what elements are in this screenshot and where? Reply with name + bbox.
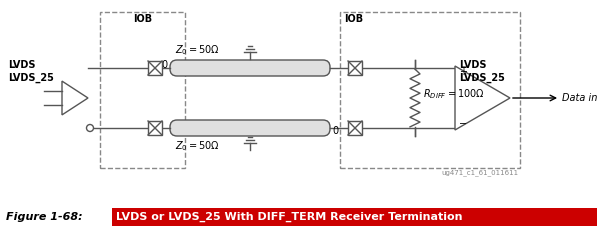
- Text: +: +: [459, 67, 467, 77]
- Text: LVDS
LVDS_25: LVDS LVDS_25: [459, 60, 505, 83]
- FancyBboxPatch shape: [170, 120, 330, 136]
- Text: LVDS or LVDS_25 With DIFF_TERM Receiver Termination: LVDS or LVDS_25 With DIFF_TERM Receiver …: [116, 212, 463, 222]
- Bar: [340, 12, 520, 168]
- Text: $Z_0 = 50\Omega$: $Z_0 = 50\Omega$: [175, 43, 220, 57]
- Text: IOB: IOB: [133, 14, 152, 24]
- Polygon shape: [62, 81, 88, 115]
- Text: IOB: IOB: [344, 14, 363, 24]
- Text: Figure 1-68:: Figure 1-68:: [6, 212, 83, 222]
- Bar: [112, 208, 597, 226]
- Polygon shape: [455, 66, 510, 130]
- Text: −: −: [459, 119, 467, 129]
- Bar: [348, 121, 362, 135]
- Text: ug471_c1_61_011611: ug471_c1_61_011611: [441, 169, 518, 176]
- FancyBboxPatch shape: [170, 60, 330, 76]
- Text: 0: 0: [161, 60, 167, 70]
- Bar: [348, 61, 362, 75]
- Bar: [148, 121, 162, 135]
- Text: Data in: Data in: [562, 93, 598, 103]
- Bar: [148, 61, 162, 75]
- Text: 0: 0: [332, 126, 338, 136]
- Circle shape: [86, 124, 94, 132]
- Bar: [100, 12, 185, 168]
- Text: LVDS
LVDS_25: LVDS LVDS_25: [8, 60, 54, 83]
- Text: $Z_0 = 50\Omega$: $Z_0 = 50\Omega$: [175, 139, 220, 153]
- Text: $R_{DIFF}= 100\Omega$: $R_{DIFF}= 100\Omega$: [423, 87, 485, 101]
